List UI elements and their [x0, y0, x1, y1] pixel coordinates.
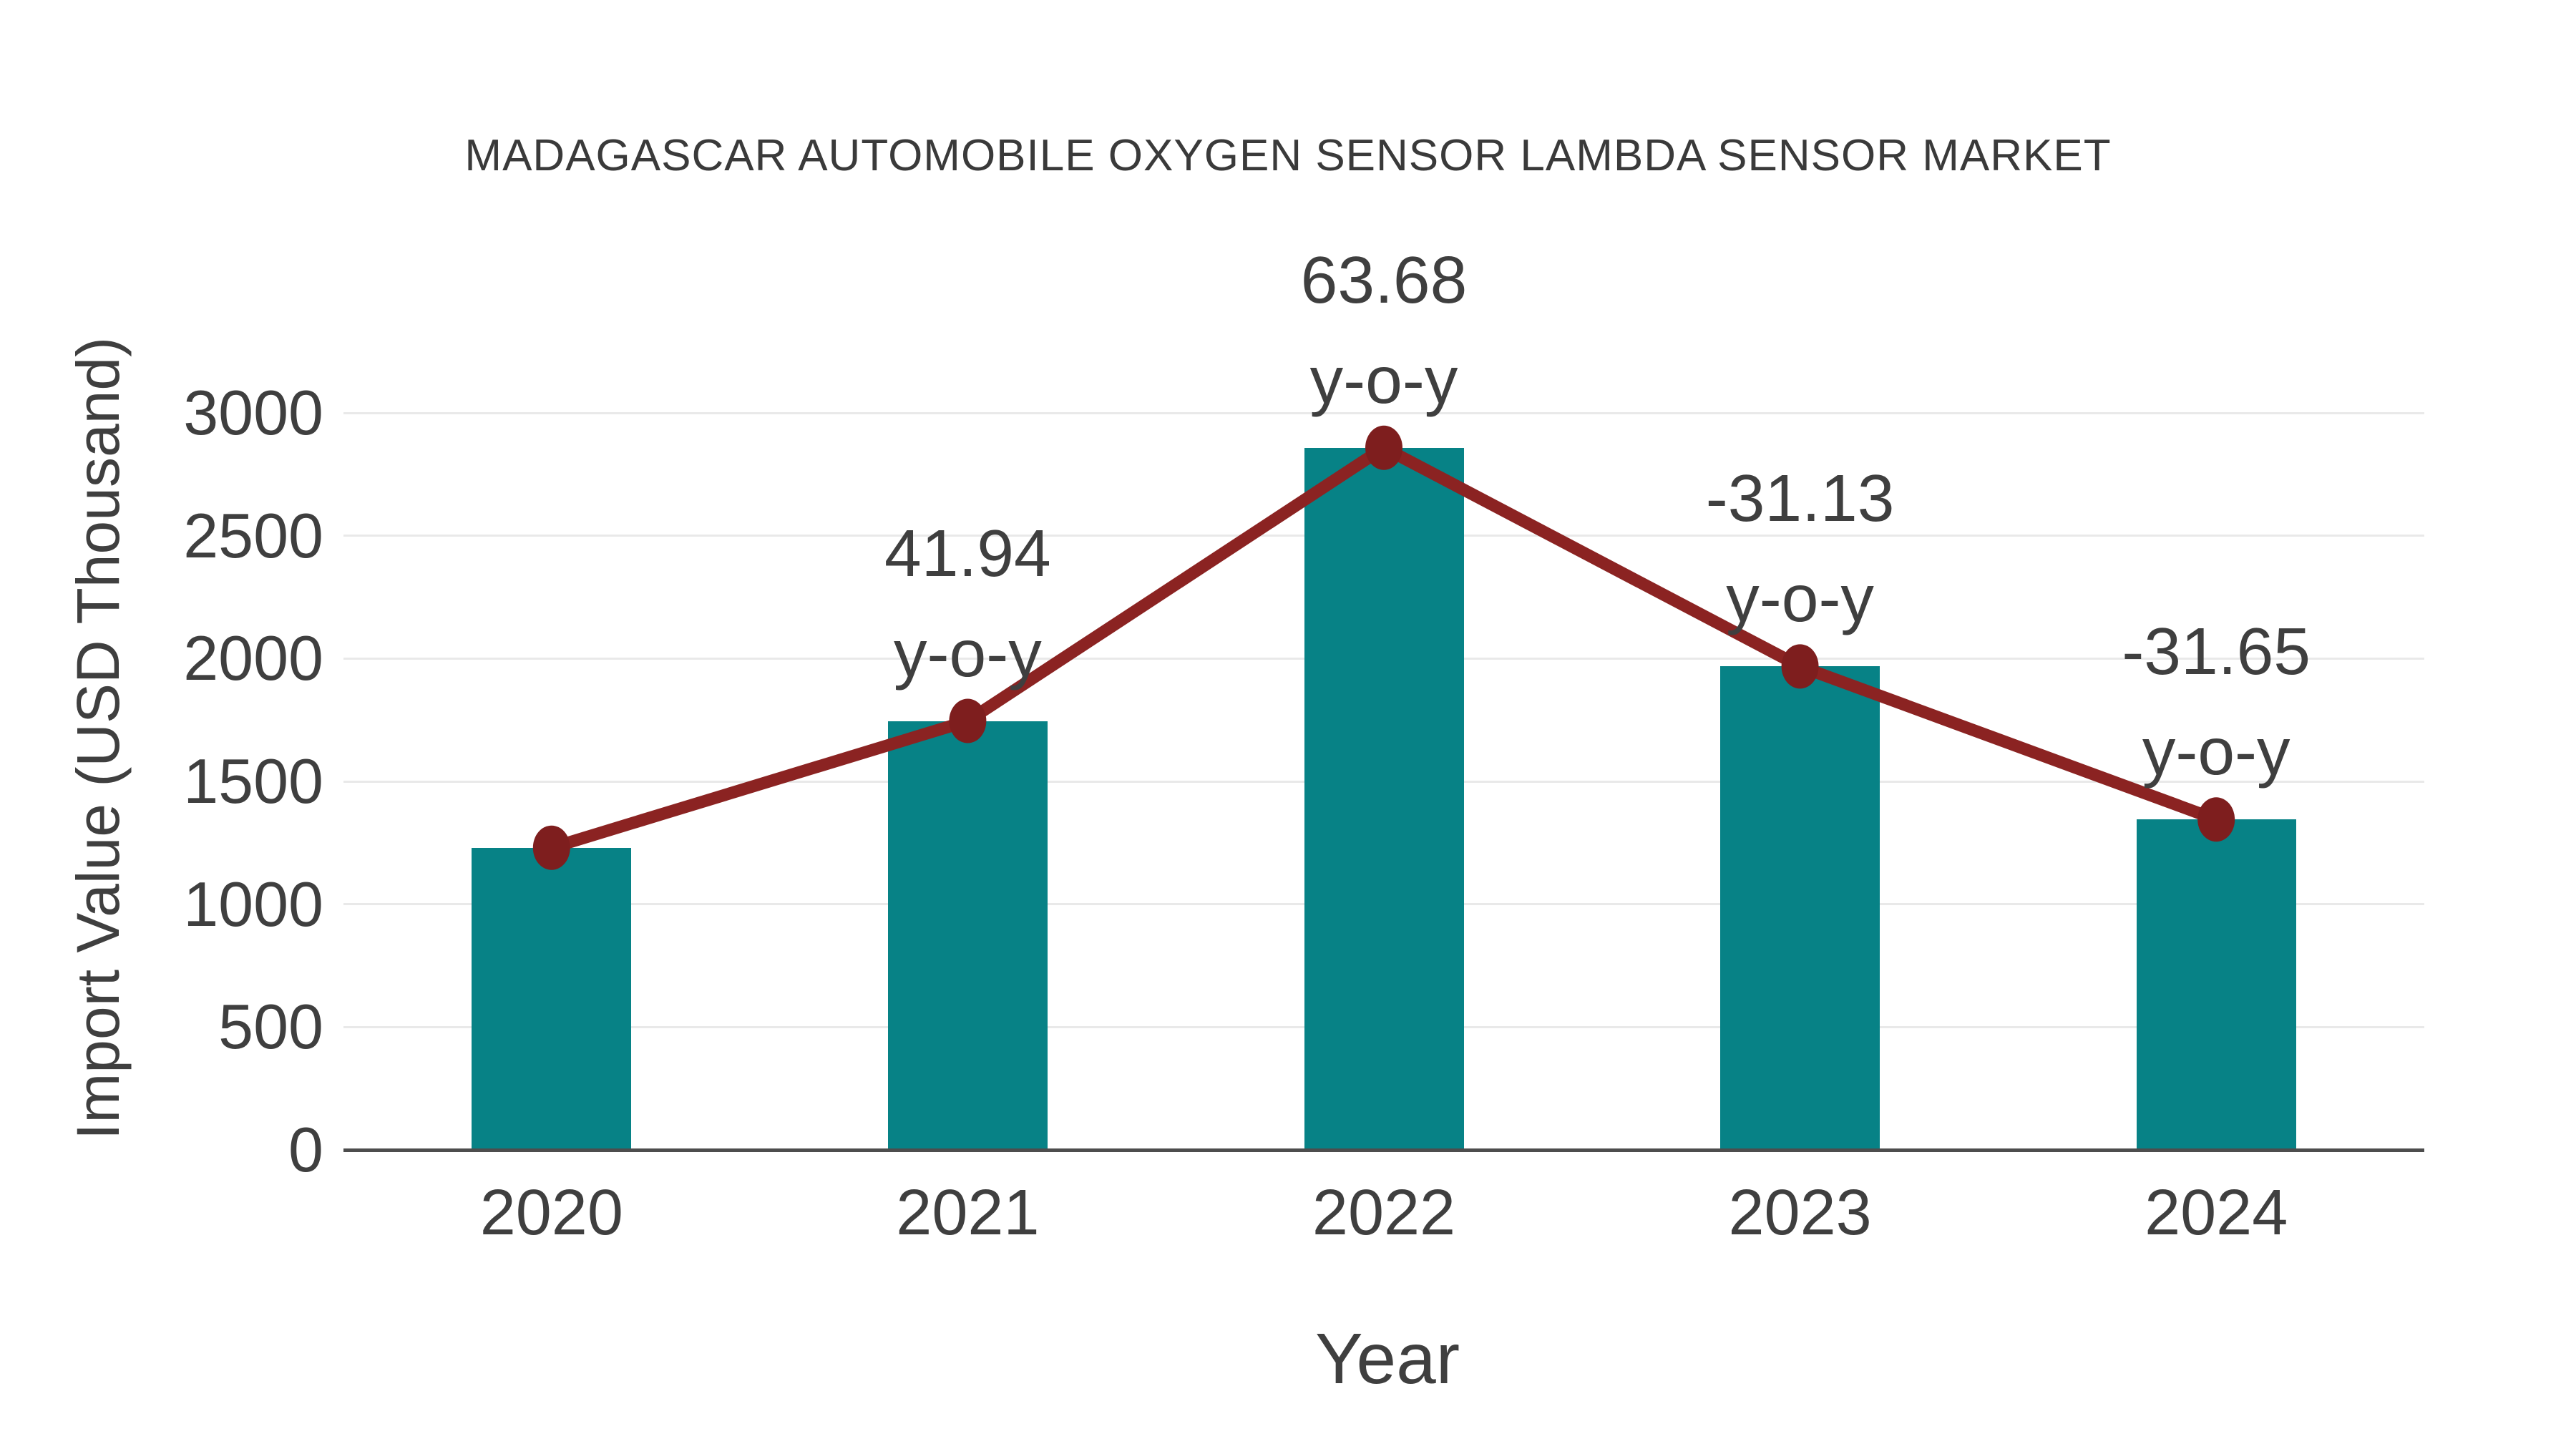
bar-2022	[1304, 447, 1464, 1150]
x-tick-label-2022: 2022	[1312, 1177, 1456, 1249]
bar-2020	[472, 847, 632, 1150]
bar-2021	[887, 721, 1048, 1150]
yoy-suffix-label: y-o-y	[894, 615, 1042, 691]
y-tick-label-0: 0	[288, 1114, 323, 1185]
bar-2024	[2136, 819, 2296, 1150]
gridline-y-3000	[343, 411, 2424, 414]
yoy-suffix-label: y-o-y	[1726, 561, 1874, 636]
yoy-suffix-label: y-o-y	[2142, 714, 2290, 789]
y-tick-label-500: 500	[218, 991, 323, 1063]
x-axis-line	[343, 1148, 2424, 1152]
y-tick-label-1000: 1000	[183, 868, 323, 940]
y-tick-label-2500: 2500	[183, 499, 323, 571]
bar-2023	[1720, 666, 1880, 1150]
yoy-suffix-label: y-o-y	[1309, 342, 1458, 417]
yoy-annotation-2021: 41.94 y-o-y	[717, 503, 1218, 703]
x-tick-label-2021: 2021	[896, 1177, 1040, 1249]
x-tick-label-2020: 2020	[479, 1177, 623, 1249]
x-tick-label-2024: 2024	[2145, 1177, 2288, 1249]
yoy-annotation-2024: -31.65 y-o-y	[1966, 601, 2467, 801]
yoy-value-label: 41.94	[884, 515, 1051, 590]
yoy-value-label: 63.68	[1300, 242, 1468, 317]
y-tick-label-3000: 3000	[183, 377, 323, 448]
y-tick-label-2000: 2000	[183, 623, 323, 694]
yoy-value-label: -31.65	[2122, 614, 2311, 689]
yoy-annotation-2022: 63.68 y-o-y	[1133, 230, 1634, 430]
x-tick-label-2023: 2023	[1728, 1177, 1872, 1249]
chart-title: MADAGASCAR AUTOMOBILE OXYGEN SENSOR LAMB…	[464, 131, 2112, 180]
x-axis-title: Year	[1314, 1319, 1460, 1399]
yoy-value-label: -31.13	[1705, 461, 1895, 536]
y-tick-label-1500: 1500	[183, 746, 323, 816]
yoy-annotation-2023: -31.13 y-o-y	[1550, 448, 2051, 648]
